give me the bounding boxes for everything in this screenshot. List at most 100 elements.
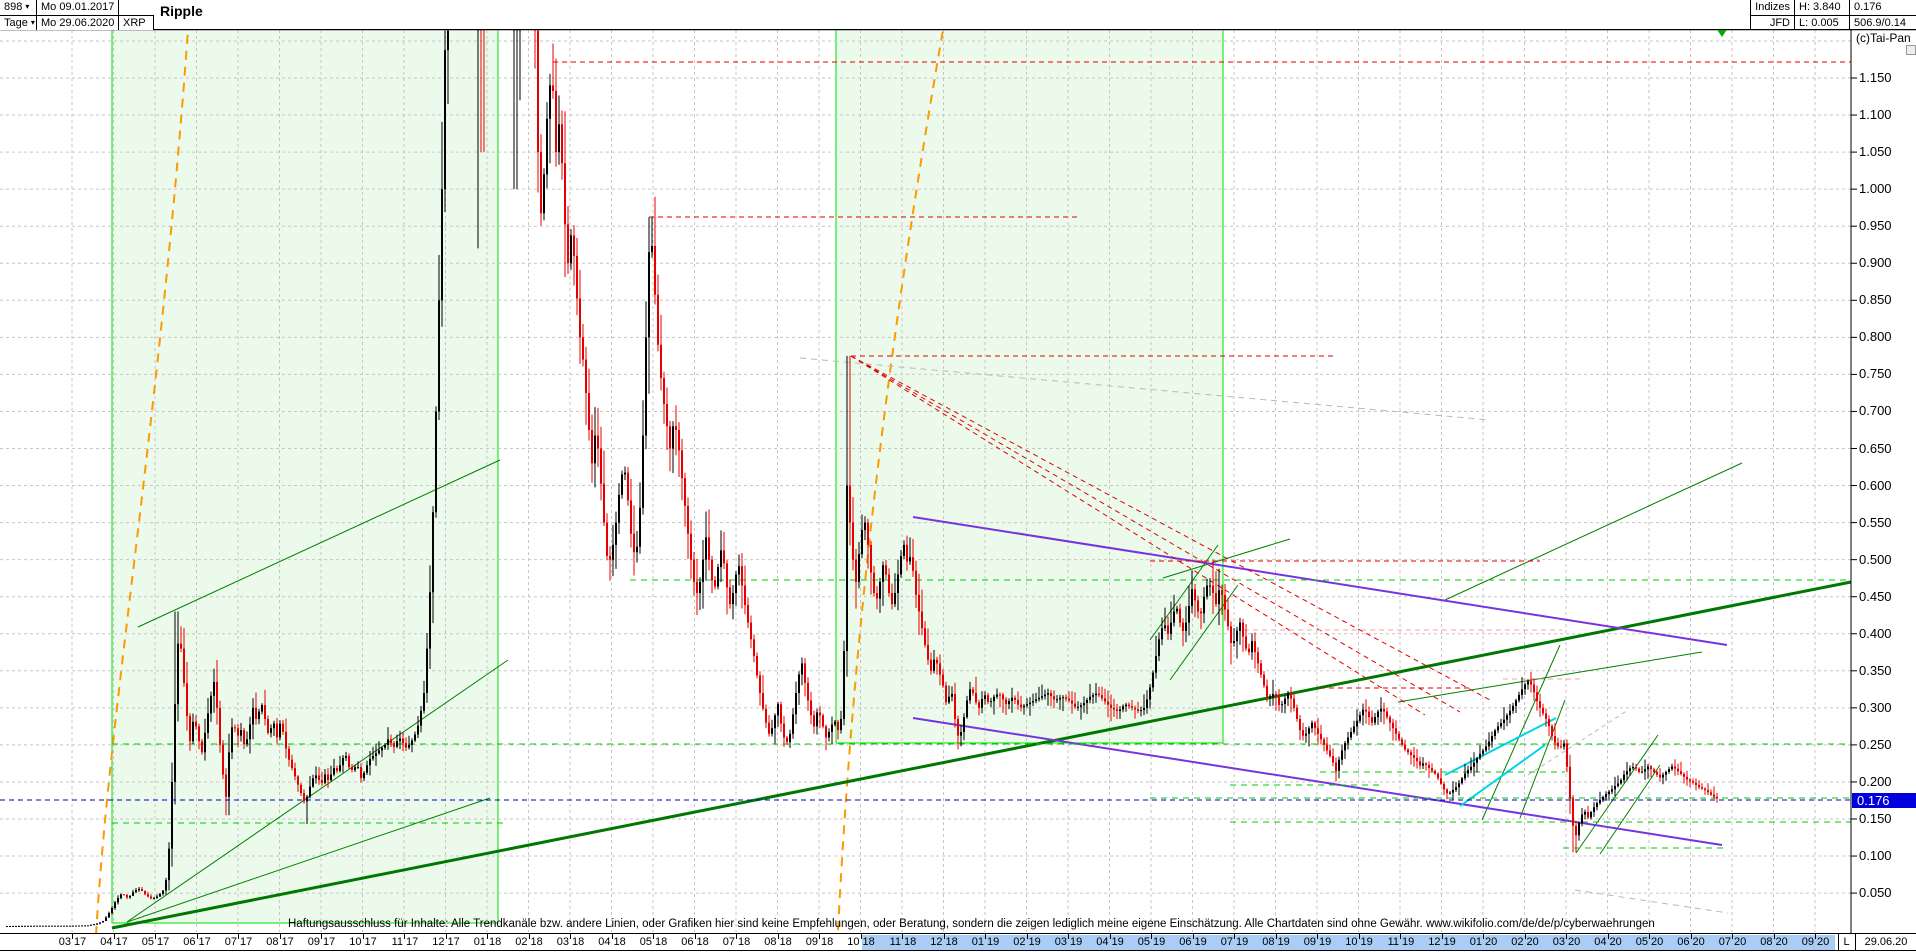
- last-bar-indicator-label: L: [1843, 936, 1850, 948]
- date-tick-label: 08: [1262, 936, 1275, 948]
- date-tick-label: 18: [696, 936, 709, 948]
- date-tick-label: 04: [100, 936, 113, 948]
- instrument-title: Ripple: [160, 3, 203, 19]
- date-tick: [1483, 934, 1484, 939]
- date-tick: [528, 934, 530, 939]
- disclaimer-text: Haftungsausschluss für Inhalte: Alle Tre…: [288, 918, 1655, 930]
- date-tick-label: 20: [1734, 936, 1747, 948]
- date-tick: [279, 934, 281, 939]
- timeframe-dropdown[interactable]: Tage ▾: [0, 15, 37, 30]
- date-tick-label: 19: [1111, 936, 1124, 948]
- date-tick: [113, 934, 115, 939]
- date-tick-label: 20: [1651, 936, 1664, 948]
- date-tick-label: 11: [1387, 936, 1399, 948]
- date-tick: [777, 934, 779, 939]
- date-axis: 03 17 04 17 05 17 06 17 07 17 08 17 09 17 10 17 11 17 12 17…: [0, 933, 1916, 951]
- price-tick-label: 0.400: [1859, 625, 1892, 641]
- date-tick-label: 08: [764, 936, 777, 948]
- date-tick: [72, 934, 73, 939]
- date-tick-label: 18: [572, 936, 585, 948]
- chevron-down-icon: ▾: [25, 2, 30, 11]
- date-tick-label: 18: [904, 936, 917, 948]
- date-to-field[interactable]: Mo 29.06.2020: [37, 15, 119, 30]
- axis-divider: [1838, 934, 1839, 951]
- date-tick: [1649, 934, 1650, 939]
- date-tick: [1358, 934, 1360, 939]
- date-tick-label: 20: [1485, 936, 1498, 948]
- collapse-box-icon[interactable]: [1906, 45, 1916, 55]
- date-tick-label: 18: [862, 936, 875, 948]
- date-tick-label: 01: [971, 936, 984, 948]
- date-tick-label: 17: [240, 936, 253, 948]
- price-tick-label: 0.500: [1859, 551, 1892, 567]
- date-tick-label: 17: [115, 936, 128, 948]
- date-tick: [819, 934, 820, 939]
- date-tick: [653, 934, 654, 939]
- bars-count-dropdown[interactable]: 898 ▾: [0, 0, 37, 15]
- price-tick-label: 0.850: [1859, 292, 1892, 308]
- date-tick-label: 19: [1319, 936, 1332, 948]
- date-tick-label: 17: [323, 936, 336, 948]
- price-tick-label: 0.300: [1859, 699, 1892, 715]
- extra-value-label: 506.9/0.14: [1849, 15, 1916, 30]
- date-tick: [1192, 934, 1194, 939]
- date-tick-label: 10: [1345, 936, 1358, 948]
- date-from-field[interactable]: Mo 09.01.2017: [37, 0, 119, 15]
- date-tick-label: 19: [1070, 936, 1083, 948]
- date-tick-label: 12: [930, 936, 943, 948]
- date-tick: [1234, 934, 1235, 939]
- date-tick-label: 12: [432, 936, 445, 948]
- date-tick: [404, 934, 405, 939]
- date-tick-label: 17: [198, 936, 211, 948]
- date-tick-label: 07: [722, 936, 735, 948]
- date-tick-label: 06: [1677, 936, 1690, 948]
- date-tick-label: 19: [1443, 936, 1456, 948]
- chart-header: 898 ▾ Mo 09.01.2017 Tage ▾ Mo 29.06.2020…: [0, 0, 1916, 30]
- date-tick-label: 17: [157, 936, 170, 948]
- date-tick-label: 20: [1568, 936, 1581, 948]
- date-tick: [487, 934, 488, 939]
- provider-jfd-label: JFD: [1750, 15, 1794, 30]
- date-tick-label: 09: [1303, 936, 1316, 948]
- date-tick: [1317, 934, 1318, 939]
- period-high-label: H: 3.840: [1794, 0, 1849, 15]
- date-tick-label: 18: [945, 936, 958, 948]
- date-tick-label: 11: [889, 936, 901, 948]
- date-range-highlight: [861, 935, 1835, 950]
- date-tick-label: 09: [805, 936, 818, 948]
- date-tick-label: 18: [738, 936, 751, 948]
- date-tick: [1815, 934, 1816, 939]
- date-tick-label: 19: [1194, 936, 1207, 948]
- date-tick-label: 01: [1469, 936, 1482, 948]
- date-tick-label: 01: [473, 936, 486, 948]
- date-tick-label: 10: [847, 936, 860, 948]
- date-tick-label: 20: [1775, 936, 1788, 948]
- date-tick: [196, 934, 198, 939]
- current-price-badge: 0.176: [1852, 793, 1916, 808]
- date-tick-label: 19: [1153, 936, 1166, 948]
- date-tick-label: 18: [655, 936, 668, 948]
- date-tick: [860, 934, 862, 939]
- date-tick-label: 19: [1236, 936, 1249, 948]
- date-tick: [1068, 934, 1069, 939]
- date-tick: [238, 934, 239, 939]
- date-tick-label: 05: [1137, 936, 1150, 948]
- date-tick: [1400, 934, 1401, 939]
- date-tick: [1441, 934, 1443, 939]
- period-low-label: L: 0.005: [1794, 15, 1849, 30]
- price-tick-label: 1.000: [1859, 181, 1892, 197]
- date-tick-label: 06: [1179, 936, 1192, 948]
- date-tick: [1690, 934, 1692, 939]
- price-tick-label: 1.050: [1859, 144, 1892, 160]
- date-tick-label: 18: [779, 936, 792, 948]
- price-tick-label: 0.150: [1859, 811, 1892, 826]
- last-price-label: 0.176: [1849, 0, 1916, 15]
- date-tick-label: 19: [1402, 936, 1415, 948]
- date-tick-label: 08: [1760, 936, 1773, 948]
- date-tick-label: 09: [307, 936, 320, 948]
- date-tick-label: 18: [821, 936, 834, 948]
- date-tick-label: 04: [1594, 936, 1607, 948]
- price-tick-label: 0.900: [1859, 255, 1892, 271]
